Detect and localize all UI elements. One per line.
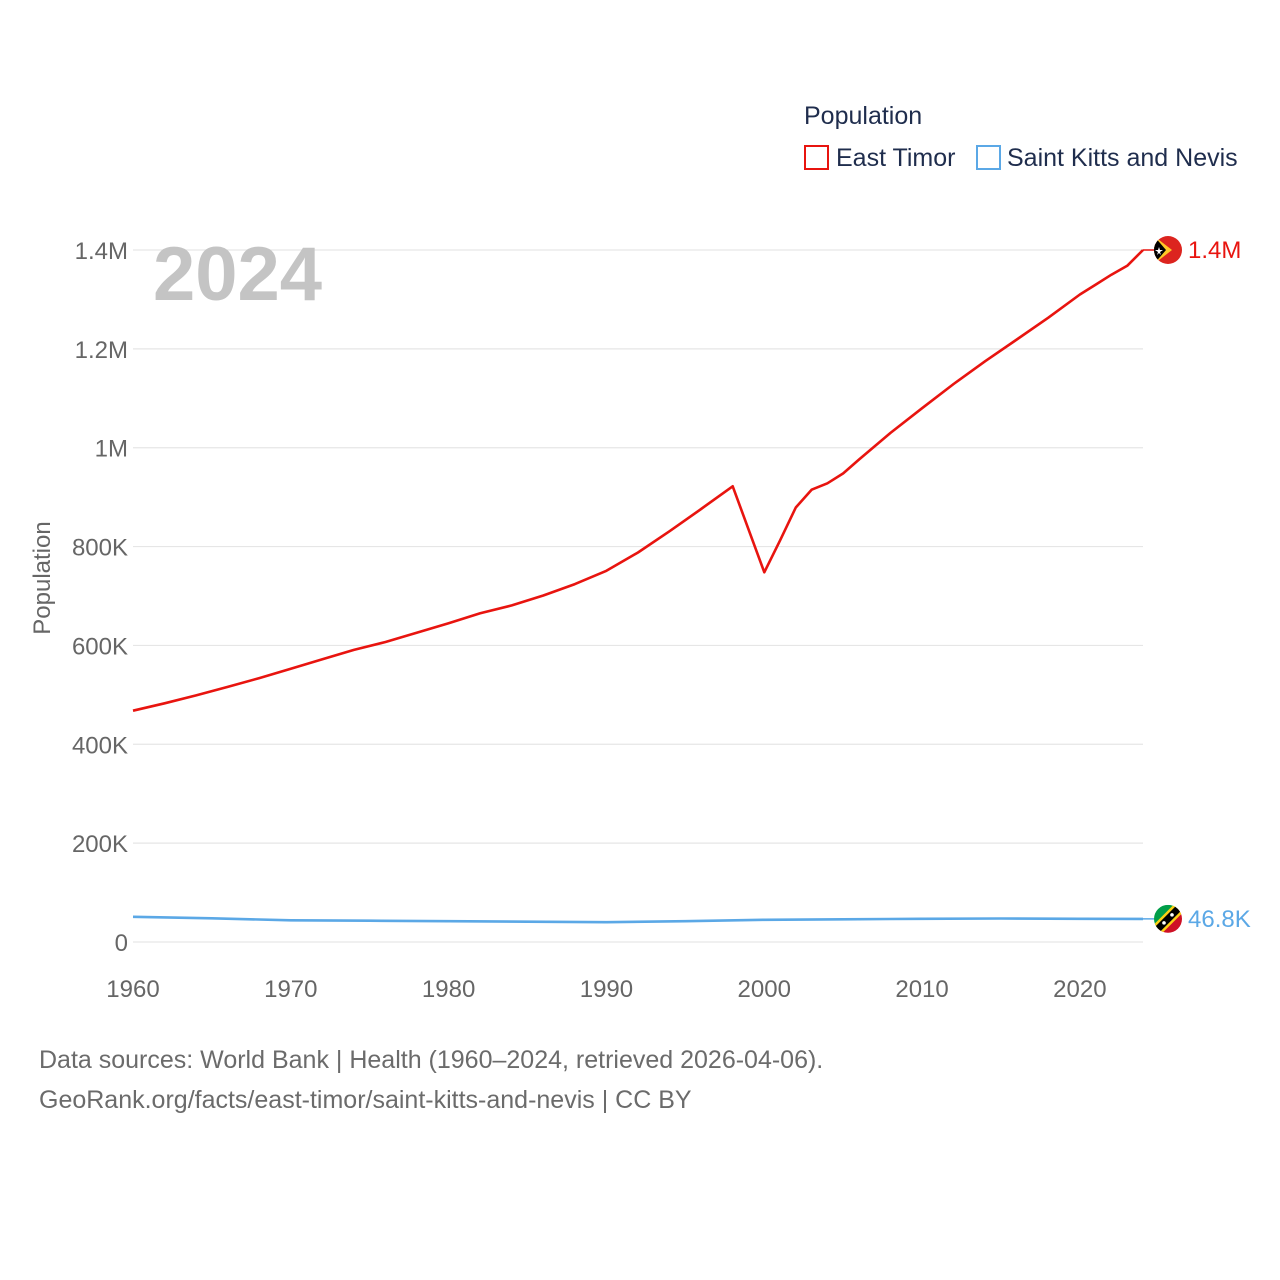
year-stamp: 2024 (153, 232, 322, 317)
end-labels: 1.4M 46.8K (1188, 237, 1251, 933)
saint-kitts-and-nevis-flag-marker (1154, 904, 1182, 933)
y-tick-label: 0 (115, 930, 128, 957)
x-tick-label: 1960 (106, 976, 159, 1003)
legend-label-saint-kitts[interactable]: Saint Kitts and Nevis (1007, 144, 1238, 172)
x-tick-label: 2020 (1053, 976, 1106, 1003)
y-axis-tick-labels: 0 200K 400K 600K 800K 1M 1.2M 1.4M (72, 238, 128, 957)
y-tick-label: 1.4M (75, 238, 128, 265)
gridlines (133, 249, 1143, 943)
series-lines (132, 249, 1144, 924)
y-tick-label: 200K (72, 831, 128, 858)
end-label-saint-kitts: 46.8K (1188, 906, 1251, 933)
y-tick-label: 1.2M (75, 337, 128, 364)
series-line-east-timor[interactable] (132, 249, 1144, 712)
source-line-1: Data sources: World Bank | Health (1960–… (39, 1046, 823, 1074)
x-tick-label: 1980 (422, 976, 475, 1003)
y-tick-label: 400K (72, 732, 128, 759)
legend: Population East Timor Saint Kitts and Ne… (804, 102, 1238, 172)
y-axis-title: Population (29, 521, 56, 634)
x-tick-label: 2000 (738, 976, 791, 1003)
y-tick-label: 800K (72, 535, 128, 562)
series-line-saint-kitts[interactable] (132, 915, 1144, 924)
y-tick-label: 600K (72, 633, 128, 660)
x-axis-tick-labels: 1960 1970 1980 1990 2000 2010 2020 (106, 976, 1106, 1003)
source-line-2[interactable]: GeoRank.org/facts/east-timor/saint-kitts… (39, 1086, 692, 1114)
x-tick-label: 1970 (264, 976, 317, 1003)
legend-label-east-timor[interactable]: East Timor (836, 144, 955, 172)
end-label-east-timor: 1.4M (1188, 237, 1241, 264)
x-tick-label: 2010 (895, 976, 948, 1003)
y-tick-label: 1M (95, 436, 128, 463)
x-tick-label: 1990 (580, 976, 633, 1003)
legend-title: Population (804, 102, 922, 130)
legend-swatch-east-timor[interactable] (804, 145, 829, 170)
east-timor-flag-marker (1154, 236, 1182, 264)
legend-swatch-saint-kitts[interactable] (976, 145, 1001, 170)
